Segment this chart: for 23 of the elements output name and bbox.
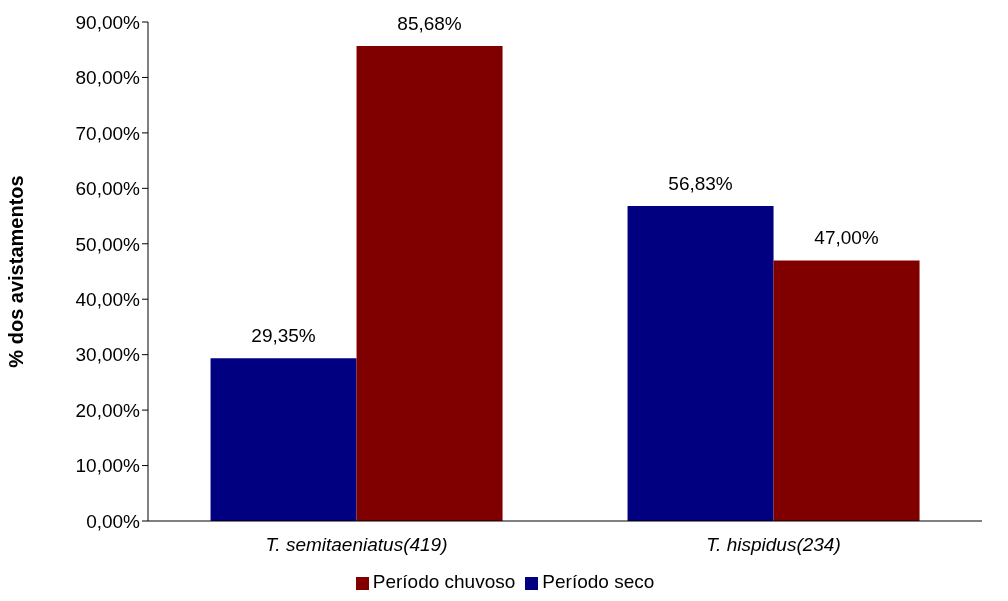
data-label: 56,83% — [668, 172, 733, 194]
y-axis-title: % dos avistamentos — [5, 175, 28, 368]
data-label: 85,68% — [397, 12, 462, 34]
bar — [627, 205, 774, 521]
y-tick-label: 60,00% — [75, 178, 141, 200]
y-tick-label: 10,00% — [75, 455, 141, 477]
y-tick-label: 70,00% — [75, 122, 141, 144]
y-tick-label: 30,00% — [75, 344, 141, 366]
legend-label: Período seco — [542, 571, 655, 592]
bar — [356, 45, 503, 521]
y-tick-label: 20,00% — [75, 399, 141, 421]
x-tick-label: T. semitaeniatus(419) — [265, 534, 448, 555]
x-tick-label: T. hispidus(234) — [706, 534, 841, 555]
y-tick-label: 80,00% — [75, 67, 141, 89]
bar — [210, 358, 357, 521]
y-tick-label: 0,00% — [86, 510, 141, 532]
y-tick-label: 50,00% — [75, 233, 141, 255]
y-tick-label: 40,00% — [75, 288, 141, 310]
data-label: 47,00% — [814, 227, 879, 249]
data-label: 29,35% — [251, 325, 316, 347]
bar — [773, 260, 920, 521]
y-tick-label: 90,00% — [75, 11, 141, 33]
legend-label: Período chuvoso — [372, 571, 516, 592]
